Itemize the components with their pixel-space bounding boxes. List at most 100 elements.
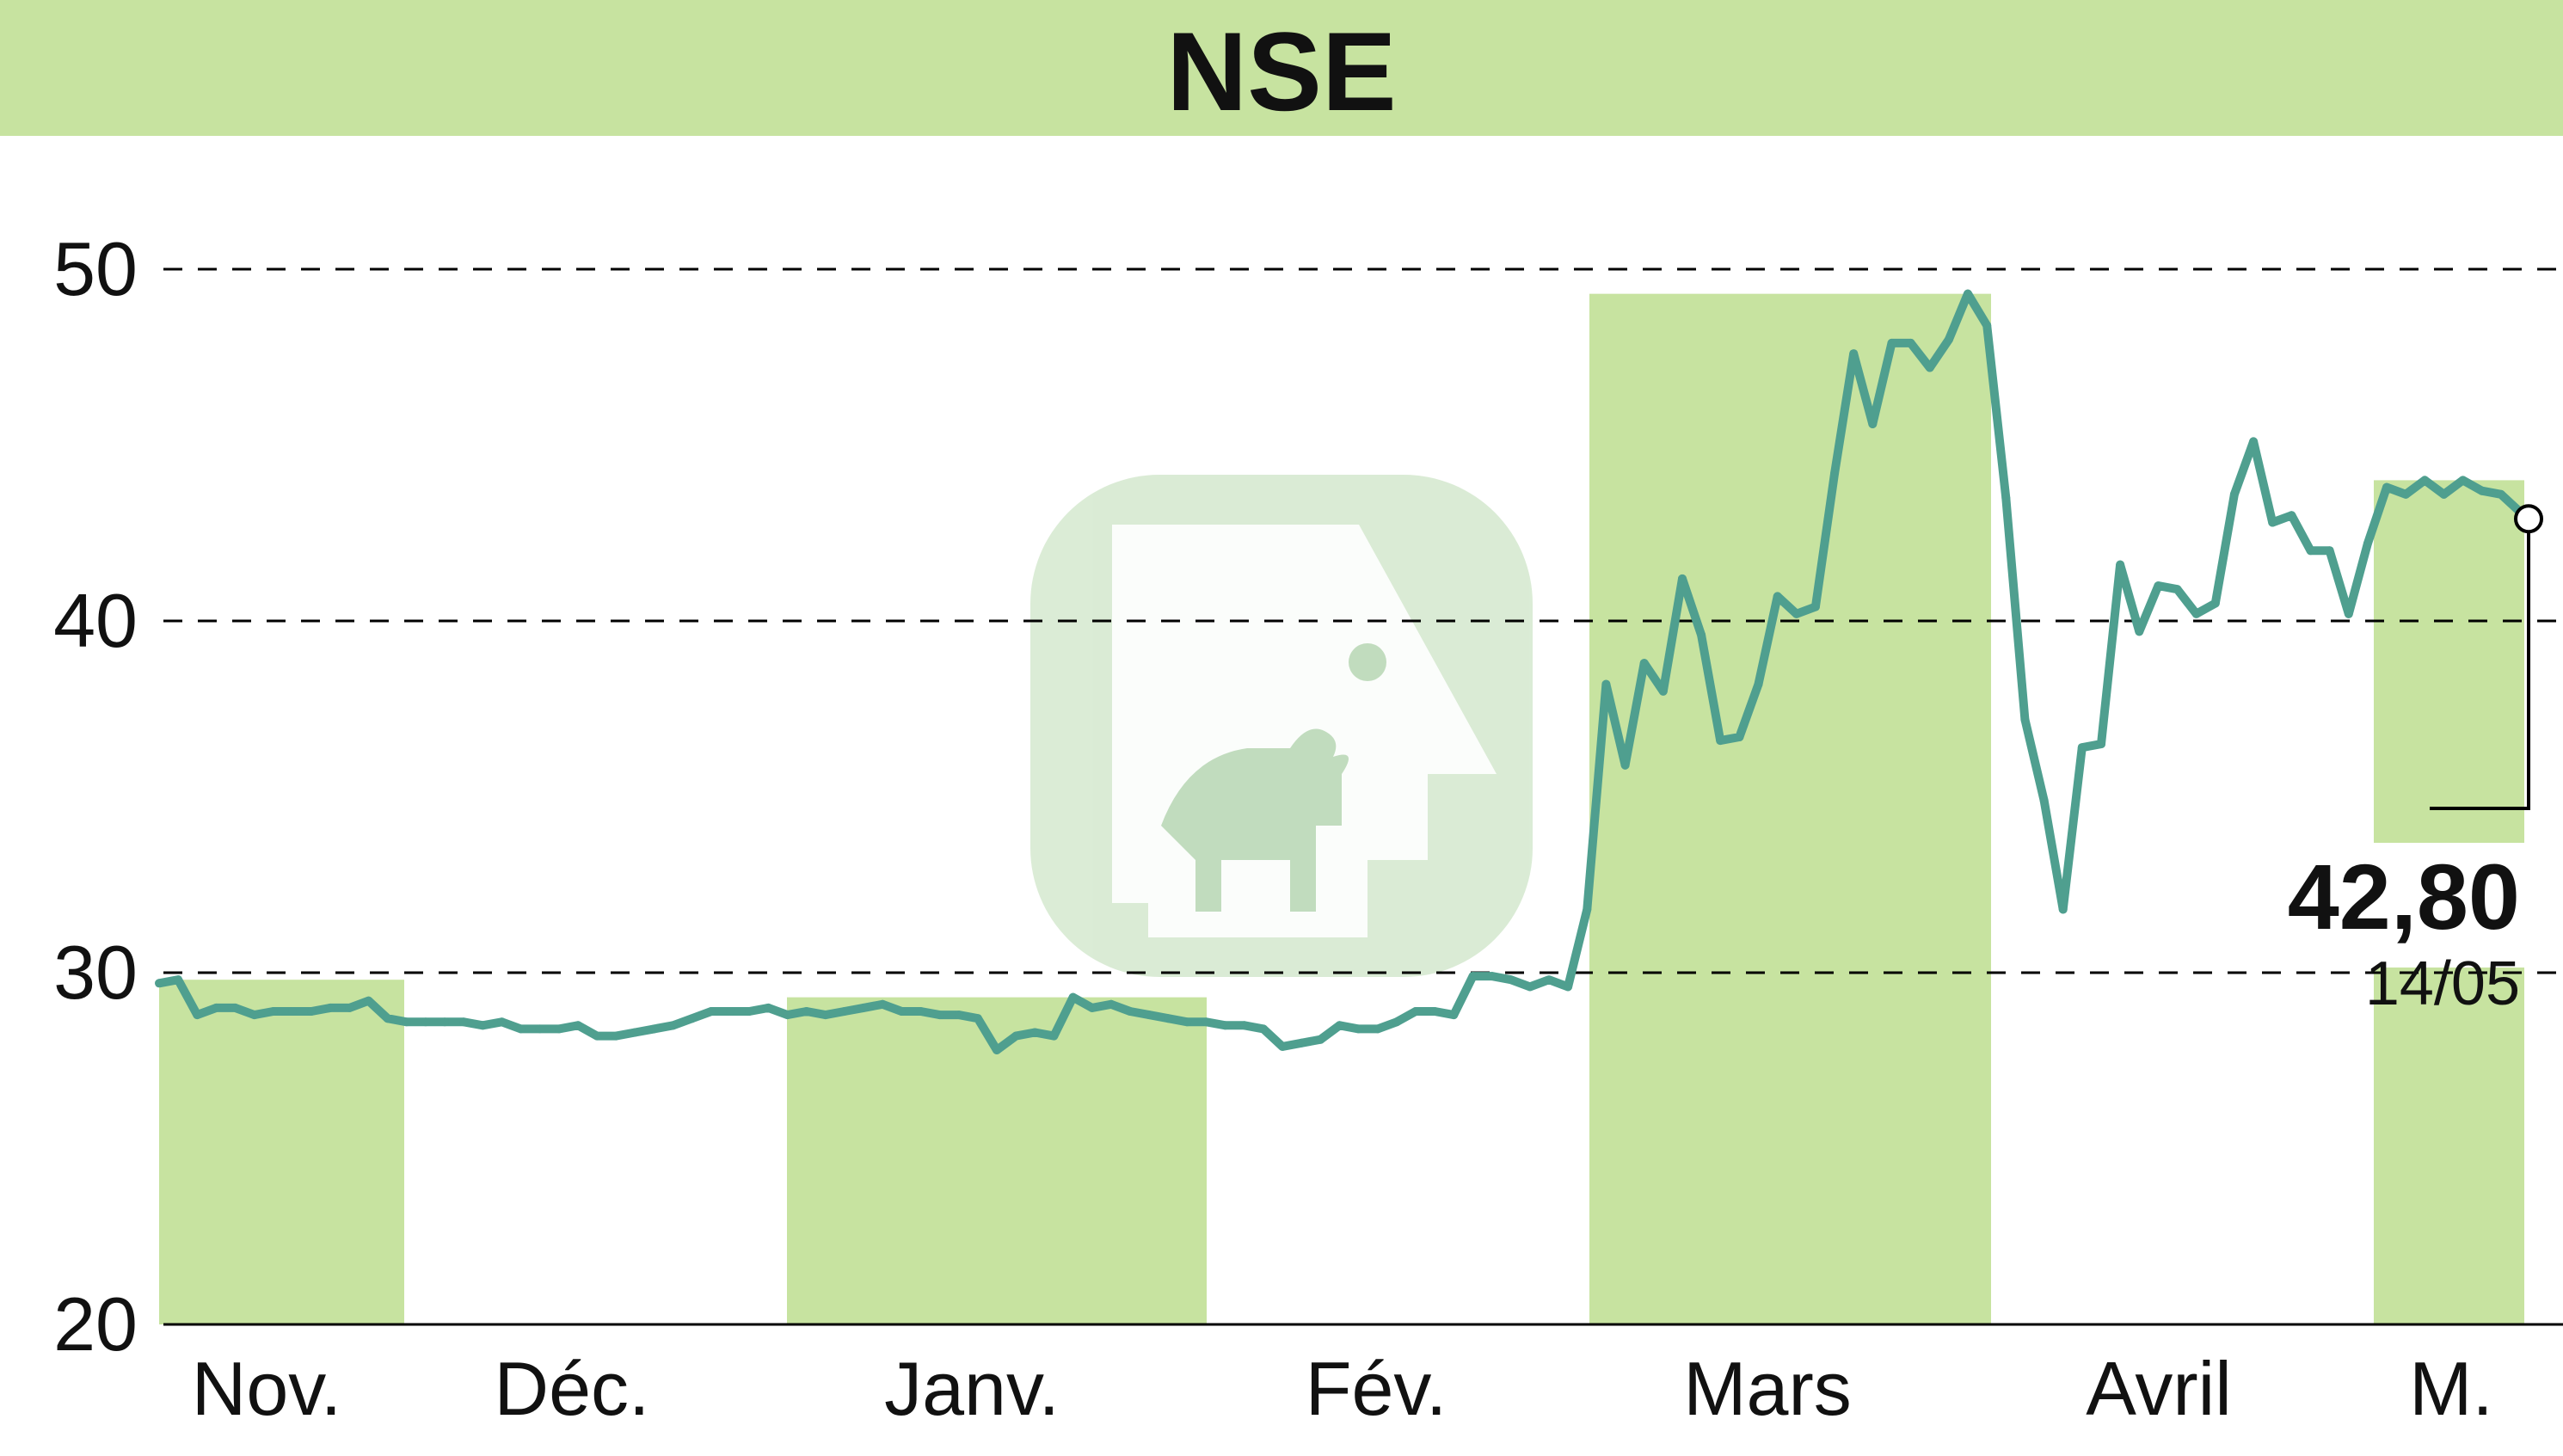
- price-point-99: [2039, 796, 2049, 805]
- y-tick-20: 20: [53, 1281, 138, 1367]
- price-point-42: [954, 1011, 963, 1020]
- price-point-95: [1964, 289, 1972, 298]
- price-point-45: [1011, 1031, 1021, 1041]
- price-point-65: [1392, 1017, 1401, 1027]
- price-point-107: [2191, 609, 2201, 618]
- price-point-13: [402, 1017, 411, 1027]
- price-point-43: [973, 1014, 982, 1023]
- price-point-25: [630, 1028, 640, 1037]
- title-banner: [0, 0, 2563, 136]
- last-value-box: [2357, 843, 2529, 968]
- last-value-bracket: [2430, 531, 2530, 810]
- price-point-26: [649, 1024, 659, 1034]
- watermark-sun-icon: [1349, 643, 1386, 681]
- price-point-4: [230, 1003, 240, 1012]
- price-point-100: [2058, 905, 2068, 914]
- grid-lines: [163, 267, 2563, 1326]
- price-point-80: [1678, 574, 1687, 583]
- price-point-20: [535, 1024, 544, 1034]
- price-point-31: [745, 1007, 754, 1016]
- price-point-119: [2420, 476, 2430, 485]
- price-point-1: [174, 975, 183, 985]
- price-point-56: [1220, 1021, 1230, 1030]
- price-point-82: [1716, 736, 1725, 746]
- price-point-84: [1754, 679, 1763, 689]
- x-month-label-1: Déc.: [495, 1346, 650, 1431]
- price-point-6: [268, 1007, 278, 1016]
- price-point-83: [1735, 733, 1744, 741]
- price-point-106: [2173, 585, 2182, 594]
- price-point-62: [1335, 1021, 1344, 1030]
- y-tick-50: 50: [53, 226, 138, 311]
- price-point-14: [421, 1017, 430, 1027]
- price-point-9: [326, 1003, 335, 1012]
- price-point-47: [1049, 1031, 1059, 1041]
- price-point-69: [1468, 972, 1478, 981]
- price-point-103: [2116, 560, 2125, 569]
- price-point-123: [2496, 489, 2505, 499]
- price-point-71: [1506, 975, 1515, 985]
- price-point-8: [307, 1007, 317, 1016]
- price-point-16: [459, 1017, 469, 1027]
- watermark-logo: [1030, 475, 1533, 977]
- month-band-0: [159, 980, 404, 1324]
- price-point-18: [497, 1017, 507, 1027]
- price-point-78: [1639, 659, 1649, 668]
- price-point-11: [364, 996, 373, 1005]
- price-point-50: [1106, 999, 1116, 1009]
- price-point-24: [612, 1031, 621, 1041]
- price-point-116: [2363, 539, 2372, 548]
- price-point-109: [2229, 489, 2239, 499]
- price-point-75: [1583, 905, 1592, 914]
- price-point-30: [726, 1007, 735, 1016]
- price-point-41: [935, 1011, 944, 1020]
- price-point-55: [1202, 1017, 1211, 1027]
- price-point-51: [1126, 1007, 1134, 1016]
- price-point-64: [1373, 1024, 1382, 1034]
- price-point-63: [1354, 1024, 1363, 1034]
- price-point-81: [1697, 630, 1706, 640]
- price-point-37: [859, 1003, 869, 1012]
- price-point-67: [1430, 1007, 1440, 1016]
- price-point-35: [821, 1011, 830, 1020]
- price-point-21: [554, 1024, 563, 1034]
- price-point-94: [1944, 335, 1953, 344]
- price-point-97: [2001, 493, 2011, 502]
- price-point-108: [2210, 599, 2220, 608]
- price-point-93: [1925, 363, 1934, 372]
- price-point-112: [2287, 511, 2296, 520]
- price-point-7: [288, 1007, 297, 1016]
- price-point-39: [897, 1007, 907, 1016]
- price-point-96: [1982, 321, 1992, 330]
- price-point-19: [516, 1024, 526, 1034]
- price-point-98: [2020, 715, 2030, 724]
- watermark-bull-icon: [1161, 728, 1349, 912]
- price-point-15: [440, 1017, 450, 1027]
- price-point-117: [2382, 482, 2391, 492]
- x-month-label-4: Mars: [1683, 1346, 1852, 1431]
- price-point-36: [839, 1007, 849, 1016]
- price-point-17: [478, 1021, 488, 1030]
- x-month-label-2: Janv.: [884, 1346, 1060, 1431]
- price-point-79: [1658, 686, 1668, 696]
- price-point-52: [1145, 1011, 1154, 1020]
- price-point-60: [1297, 1038, 1306, 1047]
- last-value-marker: [2514, 504, 2543, 534]
- y-tick-40: 40: [53, 578, 138, 663]
- price-point-32: [764, 1003, 773, 1012]
- price-point-92: [1906, 338, 1915, 347]
- price-point-12: [383, 1014, 392, 1023]
- month-band-4: [1589, 293, 1991, 1324]
- price-point-59: [1278, 1041, 1288, 1051]
- price-point-102: [2097, 740, 2105, 749]
- price-point-48: [1068, 992, 1078, 1002]
- last-date-label: 14/05: [2365, 949, 2520, 1018]
- price-point-28: [687, 1014, 697, 1023]
- price-point-104: [2135, 627, 2144, 636]
- price-point-73: [1545, 975, 1553, 985]
- price-point-33: [783, 1011, 792, 1020]
- watermark-frame: [1030, 475, 1533, 977]
- price-point-76: [1601, 679, 1611, 689]
- price-point-49: [1087, 1003, 1097, 1012]
